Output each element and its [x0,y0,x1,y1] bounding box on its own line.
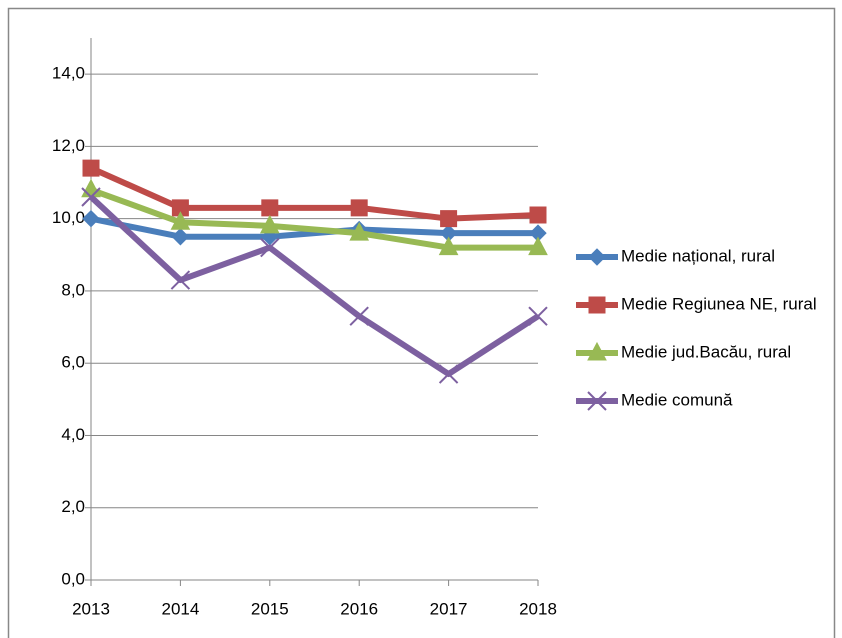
data-point [170,211,191,230]
y-tick-label: 2,0 [61,497,85,516]
data-point [260,237,280,258]
data-point [171,228,190,246]
data-point [81,178,101,198]
y-tick-label: 0,0 [61,569,85,588]
series-line [89,165,539,222]
y-tick-label: 10,0 [52,208,85,227]
data-point [529,206,547,224]
data-point [438,236,459,256]
y-tick-label: 6,0 [61,353,85,372]
data-point [528,236,548,256]
y-tick-label: 14,0 [52,64,85,83]
x-tick-label: 2017 [430,599,468,618]
data-point [350,199,368,217]
legend-label: Medie Regiunea NE, rural [621,294,817,313]
legend-marker [588,296,606,314]
x-tick-label: 2018 [519,599,557,618]
series-line [88,194,540,378]
legend-marker [588,248,606,266]
y-tick-label: 12,0 [52,136,85,155]
data-point [261,199,279,217]
series-line [89,186,538,251]
x-tick-label: 2016 [340,599,378,618]
data-point [528,306,548,326]
data-point [81,187,101,207]
data-point [438,364,459,384]
y-tick-label: 4,0 [61,425,85,444]
chart-frame [7,7,836,638]
data-point [170,270,191,290]
x-tick-label: 2015 [251,599,289,618]
data-point [349,306,369,326]
y-tick-label: 8,0 [61,280,85,299]
legend-label: Medie jud.Bacău, rural [621,342,791,361]
data-point [82,209,100,228]
data-point [349,222,370,241]
data-point [82,159,100,177]
legend-label: Medie comună [621,390,733,409]
x-tick-label: 2013 [72,599,110,618]
data-point [440,210,458,228]
legend-marker [587,391,607,411]
data-point [171,199,189,217]
legend-label: Medie național, rural [621,246,775,265]
data-point [259,214,280,234]
legend-marker [587,341,607,361]
series-line [90,215,538,240]
x-tick-label: 2014 [161,599,199,618]
